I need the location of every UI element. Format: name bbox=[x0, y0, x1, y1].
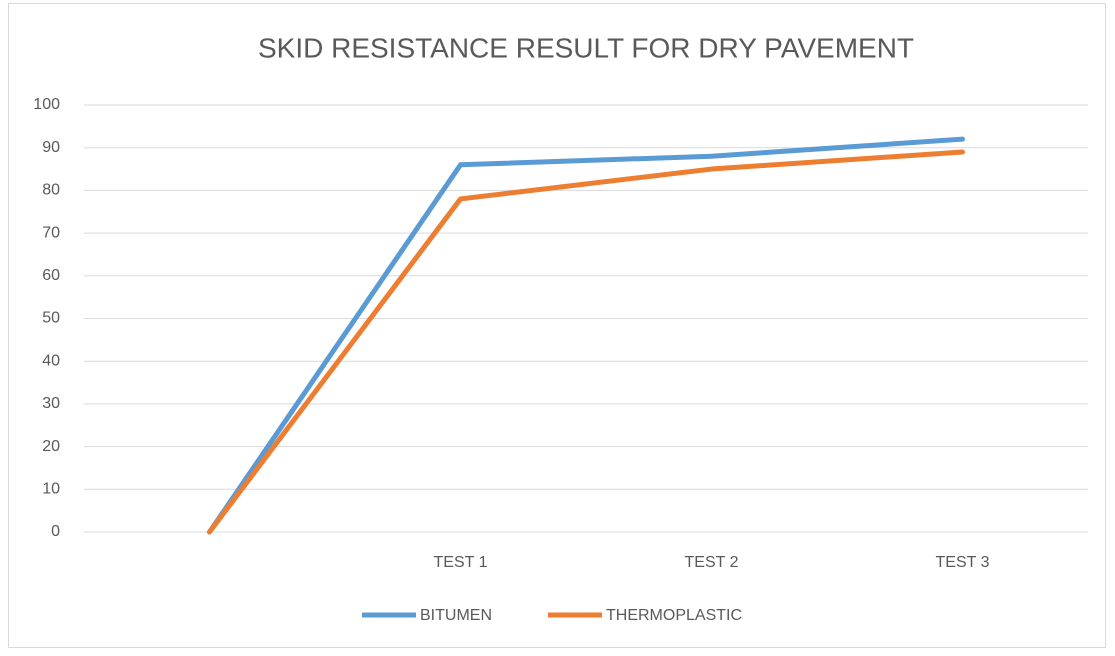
y-tick-label: 90 bbox=[42, 139, 60, 156]
y-tick-label: 10 bbox=[42, 481, 60, 498]
chart-border bbox=[8, 3, 1106, 648]
y-tick-label: 30 bbox=[42, 395, 60, 412]
x-tick-label: TEST 3 bbox=[936, 554, 990, 571]
legend-label: THERMOPLASTIC bbox=[606, 607, 742, 624]
y-tick-label: 40 bbox=[42, 352, 60, 369]
series-line bbox=[207, 149, 965, 535]
y-tick-label: 20 bbox=[42, 438, 60, 455]
series-line bbox=[207, 136, 965, 535]
legend-label: BITUMEN bbox=[420, 607, 492, 624]
x-tick-label: TEST 1 bbox=[434, 554, 488, 571]
y-tick-label: 50 bbox=[42, 310, 60, 327]
y-tick-label: 60 bbox=[42, 267, 60, 284]
y-tick-label: 70 bbox=[42, 224, 60, 241]
y-tick-label: 80 bbox=[42, 182, 60, 199]
x-tick-label: TEST 2 bbox=[685, 554, 739, 571]
y-tick-label: 100 bbox=[33, 96, 60, 113]
y-tick-label: 0 bbox=[51, 523, 60, 540]
chart-title: SKID RESISTANCE RESULT FOR DRY PAVEMENT bbox=[258, 32, 914, 63]
